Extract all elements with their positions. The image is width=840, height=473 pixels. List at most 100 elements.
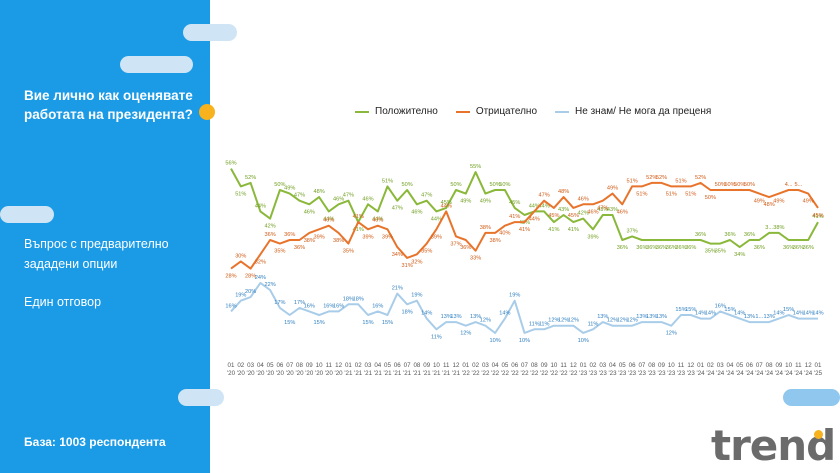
data-label-positive: 49%: [480, 199, 491, 205]
data-label-dontknow: 14%: [803, 311, 814, 317]
data-label-dontknow: 13%: [450, 314, 461, 320]
data-label-positive: 51%: [235, 191, 246, 197]
x-tick-label: 10'24: [785, 362, 794, 377]
data-label-positive: 41%: [812, 214, 823, 220]
data-label-dontknow: 19%: [509, 293, 520, 299]
x-tick-label: 07'21: [403, 362, 412, 377]
data-label-dontknow: 18%: [343, 296, 354, 302]
data-label-dontknow: 14%: [734, 311, 745, 317]
data-label-negative: 52%: [695, 175, 706, 181]
data-label-positive: 44%: [323, 216, 334, 222]
data-label-positive: 35%: [715, 249, 726, 255]
data-label-positive: 43%: [607, 207, 618, 213]
data-label-positive: 50%: [450, 182, 461, 188]
data-label-negative: 52%: [646, 175, 657, 181]
answer-mode-note: Един отговор: [24, 295, 102, 309]
series-line-dontknow: [230, 281, 818, 334]
data-label-dontknow: 21%: [392, 286, 403, 292]
data-label-positive: 41%: [353, 227, 364, 233]
question-type-note: Въпрос с предварително зададени опции: [24, 237, 169, 271]
legend-item-dontknow: Не знам/ Не мога да преценя: [555, 106, 711, 117]
data-label-dontknow: 14%: [773, 311, 784, 317]
x-tick-label: 05'23: [618, 362, 627, 377]
x-tick-label: 06'23: [628, 362, 637, 377]
data-label-positive: 41%: [548, 227, 559, 233]
data-label-dontknow: 11%: [431, 334, 442, 340]
x-tick-label: 09'20: [305, 362, 314, 377]
data-label-negative: 36%: [294, 245, 305, 251]
data-label-negative: 50%: [724, 182, 735, 188]
sample-base-note: База: 1003 респондента: [24, 435, 166, 449]
data-label-dontknow: 16%: [323, 303, 334, 309]
data-label-dontknow: 15%: [724, 307, 735, 313]
series-line-negative: [230, 181, 819, 270]
data-label-dontknow: 20%: [245, 289, 256, 295]
x-tick-label: 09'22: [540, 362, 549, 377]
data-label-dontknow: 15%: [313, 320, 324, 326]
x-tick-label: 11'24: [794, 362, 803, 377]
legend-label-dontknow: Не знам/ Не мога да преценя: [575, 106, 712, 117]
data-label-positive: 36%: [675, 245, 686, 251]
data-label-dontknow: 22%: [264, 282, 275, 288]
data-label-dontknow: 13%: [744, 314, 755, 320]
x-tick-label: 08'20: [295, 362, 304, 377]
data-label-dontknow: 18%: [353, 296, 364, 302]
data-label-negative: 40%: [323, 218, 334, 224]
data-label-negative: 37%: [450, 241, 461, 247]
x-tick-label: 01'23: [579, 362, 588, 377]
data-label-negative: 48%: [763, 202, 774, 208]
x-tick-label: 04'23: [608, 362, 617, 377]
data-label-positive: 47%: [343, 193, 354, 199]
data-label-positive: 36%: [793, 245, 804, 251]
data-label-dontknow: 13%: [656, 314, 667, 320]
data-label-negative: 47%: [538, 193, 549, 199]
data-label-negative: 41%: [509, 214, 520, 220]
data-label-positive: 47%: [294, 193, 305, 199]
data-label-dontknow: 13%: [470, 314, 481, 320]
x-tick-label: 06'22: [511, 362, 520, 377]
data-label-positive: 36%: [666, 245, 677, 251]
data-label-positive: 34%: [734, 252, 745, 258]
x-tick-label: 08'24: [765, 362, 774, 377]
data-label-positive: 44%: [372, 216, 383, 222]
data-label-negative: 47%: [597, 206, 608, 212]
data-label-positive: 36%: [636, 245, 647, 251]
x-tick-label: 11'23: [677, 362, 686, 377]
data-label-positive: 46%: [333, 196, 344, 202]
data-label-negative: 51%: [666, 191, 677, 197]
data-label-dontknow: 10%: [489, 338, 500, 344]
x-tick-label: 04'20: [256, 362, 265, 377]
data-label-positive: 42%: [264, 224, 275, 230]
data-label-negative: 36%: [264, 232, 275, 238]
x-tick-label: 01'24: [697, 362, 706, 377]
legend-swatch-negative: [455, 110, 470, 113]
x-tick-label: 07'22: [520, 362, 529, 377]
data-label-positive: 45%: [509, 200, 520, 206]
legend-label-negative: Отрицателно: [475, 106, 538, 117]
data-label-negative: 49%: [607, 186, 618, 192]
data-label-dontknow: 17%: [274, 300, 285, 306]
data-label-dontknow: 13%: [763, 314, 774, 320]
data-label-positive: 50%: [489, 182, 500, 188]
left-panel: [0, 0, 210, 473]
data-label-negative: 49%: [773, 199, 784, 205]
data-label-negative: 38%: [480, 225, 491, 231]
data-label-dontknow: 24%: [255, 275, 266, 281]
data-label-dontknow: 16%: [372, 303, 383, 309]
x-tick-label: 12'20: [335, 362, 344, 377]
data-label-positive: 46%: [362, 196, 373, 202]
data-label-positive: 43%: [597, 207, 608, 213]
data-label-negative: 40%: [499, 231, 510, 237]
x-tick-label: 10'22: [550, 362, 559, 377]
data-label-negative: 33%: [470, 256, 481, 262]
data-label-negative: 51%: [626, 178, 637, 184]
data-label-dontknow: 15%: [675, 307, 686, 313]
x-tick-label: 01'21: [344, 362, 353, 377]
data-label-positive: 47%: [392, 206, 403, 212]
data-label-positive: 47%: [421, 193, 432, 199]
data-label-positive: 49%: [460, 199, 471, 205]
data-label-negative: 38%: [333, 238, 344, 244]
data-label-negative: 41%: [519, 227, 530, 233]
x-tick-label: 06'21: [393, 362, 402, 377]
data-label-positive: 52%: [245, 175, 256, 181]
